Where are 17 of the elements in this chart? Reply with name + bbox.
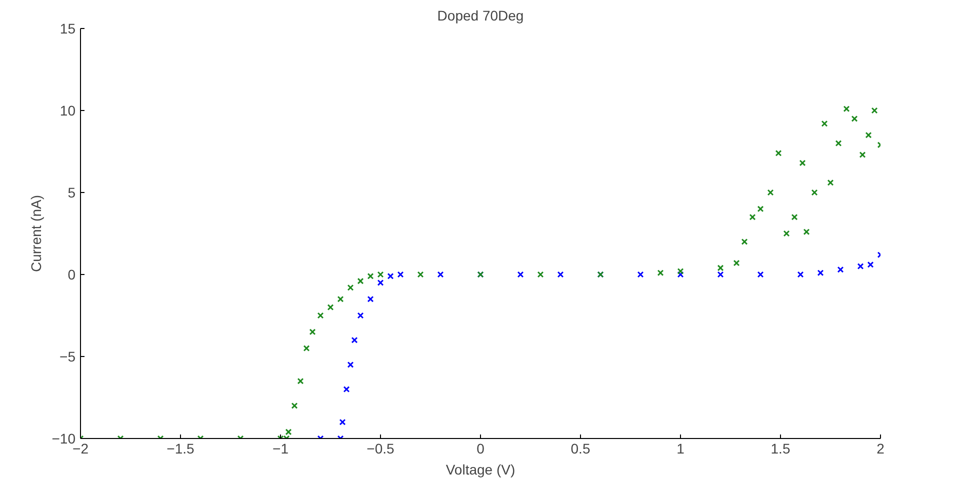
x-tick-label: 1.5 bbox=[770, 440, 790, 456]
y-tick-label: 10 bbox=[60, 102, 76, 118]
y-tick-label: 15 bbox=[60, 20, 76, 36]
x-tick-label: 0 bbox=[476, 440, 485, 456]
y-tick-label: 5 bbox=[68, 184, 76, 200]
y-tick-label: −5 bbox=[60, 348, 76, 364]
x-axis-title: Voltage (V) bbox=[446, 462, 516, 478]
chart-title: Doped 70Deg bbox=[437, 8, 524, 24]
x-tick-label: 0.5 bbox=[570, 440, 590, 456]
y-tick-label: −10 bbox=[52, 430, 76, 446]
x-tick-label: −1 bbox=[272, 440, 289, 456]
x-tick-label: 1 bbox=[676, 440, 685, 456]
x-tick-label: −0.5 bbox=[366, 440, 395, 456]
x-tick-label: −1.5 bbox=[166, 440, 195, 456]
y-tick-label: 0 bbox=[68, 266, 76, 282]
x-tick-label: 2 bbox=[876, 440, 885, 456]
y-axis-title: Current (nA) bbox=[28, 194, 44, 272]
